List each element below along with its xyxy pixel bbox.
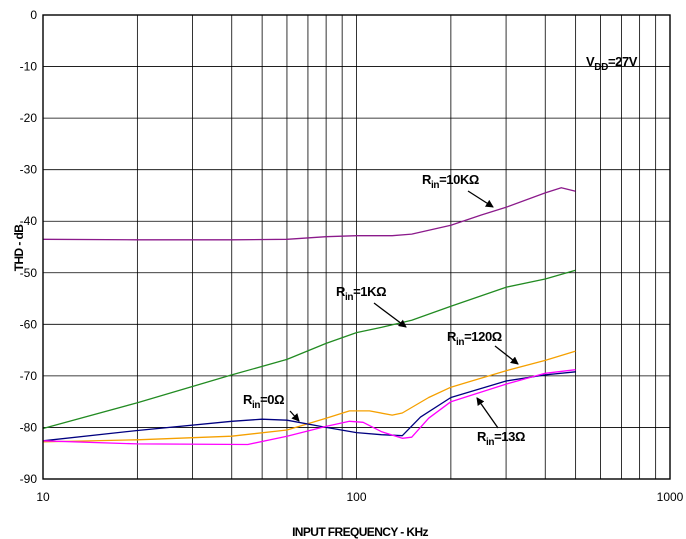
annotation-rin_0: Rin=0Ω: [243, 392, 284, 411]
series-line-rin_13: [42, 369, 576, 446]
x-tick-label: 10: [36, 490, 50, 504]
series-line-rin_1k: [42, 269, 576, 430]
annotation-arrow-rin_10k: [467, 190, 494, 208]
annotation-rin_120: Rin=120Ω: [447, 329, 502, 348]
annotation-arrows: [289, 190, 519, 429]
y-tick-label: -50: [20, 266, 38, 280]
annotation-arrow-rin_120: [494, 345, 519, 365]
x-tick-label: 100: [346, 490, 366, 504]
x-axis-label: INPUT FREQUENCY - KHz: [292, 525, 428, 539]
y-tick-label: -20: [20, 111, 38, 125]
y-tick-label: -80: [20, 420, 38, 434]
y-tick-label: -30: [20, 163, 38, 177]
series-line-rin_10k: [42, 187, 576, 241]
y-tick-label: 0: [30, 8, 37, 22]
annotation-arrow-rin_1k: [373, 302, 407, 328]
annotation-rin_13: Rin=13Ω: [477, 429, 525, 448]
series-line-rin_120: [42, 350, 576, 443]
annotation-rin_10k: Rin=10KΩ: [422, 172, 479, 191]
y-tick-label: -70: [20, 369, 38, 383]
x-tick-label: 1000: [657, 490, 684, 504]
series-line-rin_0: [42, 371, 576, 442]
y-axis-label: THD - dB: [12, 224, 26, 271]
annotation-arrow-rin_13: [476, 397, 499, 429]
series-lines: [42, 187, 576, 446]
y-tick-label: -40: [20, 214, 38, 228]
annotation-rin_1k: Rin=1KΩ: [336, 284, 386, 303]
annotation-labels: VDD=27V Rin=10KΩ Rin=1KΩ Rin=120Ω Rin=0Ω Rin=…: [243, 54, 638, 448]
y-tick-label: -90: [20, 472, 38, 486]
grid: [42, 14, 670, 480]
y-tick-label: -10: [20, 60, 38, 74]
plot-frame: [42, 14, 671, 480]
annotation-vdd: VDD=27V: [586, 54, 638, 73]
y-tick-label: -60: [20, 317, 38, 331]
annotation-arrow-rin_0: [289, 410, 300, 422]
tick-labels: 0 -10 -20 -30 -40 -50 -60 -70 -80 -90 10 100 1000: [20, 8, 684, 504]
